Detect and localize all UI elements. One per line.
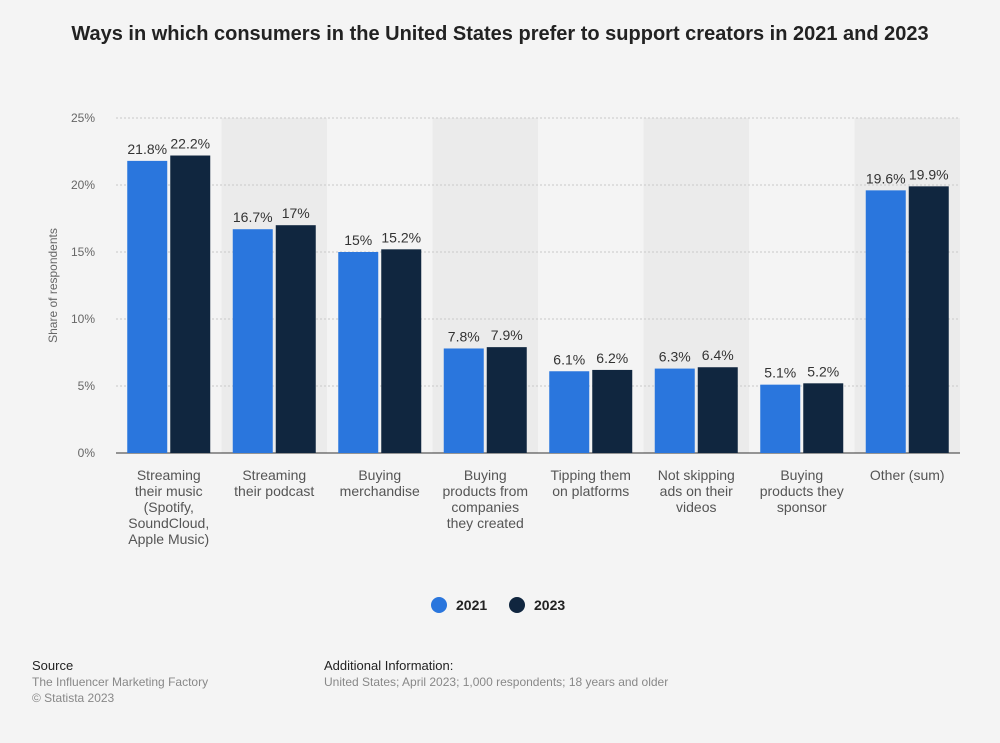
x-category-label: their podcast (234, 483, 314, 499)
source-heading: Source (32, 658, 74, 673)
x-category-label: Buying (358, 467, 401, 483)
bar-2021 (549, 371, 590, 453)
x-category-label: SoundCloud, (128, 515, 209, 531)
footer-additional-info: Additional Information: United States; A… (324, 658, 668, 690)
x-category-label: products they (760, 483, 844, 499)
bar-2021 (760, 384, 801, 453)
bar-2023 (803, 383, 844, 453)
data-label: 6.4% (702, 347, 734, 363)
legend-label: 2023 (534, 597, 565, 613)
x-category-label: videos (676, 499, 716, 515)
bar-2021 (865, 190, 906, 454)
bar-2023 (170, 155, 211, 453)
x-category-label: Streaming (137, 467, 201, 483)
bar-2021 (232, 229, 273, 453)
y-tick-label: 20% (71, 178, 95, 192)
x-category-label: merchandise (340, 483, 420, 499)
legend-marker-2023 (509, 597, 525, 613)
bar-2023 (486, 347, 527, 453)
bar-2021 (654, 368, 695, 453)
bar-2023 (697, 367, 738, 453)
data-label: 22.2% (170, 136, 210, 152)
data-label: 6.1% (553, 351, 585, 367)
legend-marker-2021 (431, 597, 447, 613)
x-category-label: Other (sum) (870, 467, 945, 483)
x-category-label: products from (442, 483, 528, 499)
y-tick-label: 5% (78, 379, 96, 393)
footer-source: Source The Influencer Marketing Factory … (32, 658, 208, 706)
x-category-label: ads on their (660, 483, 733, 499)
data-label: 16.7% (233, 209, 273, 225)
x-category-label: on platforms (552, 483, 629, 499)
y-tick-label: 10% (71, 312, 95, 326)
x-category-label: sponsor (777, 499, 827, 515)
data-label: 15% (344, 232, 372, 248)
data-label: 6.2% (596, 350, 628, 366)
data-label: 19.9% (909, 166, 949, 182)
chart-title: Ways in which consumers in the United St… (71, 23, 929, 45)
x-category-label: Not skipping (658, 467, 735, 483)
info-text: United States; April 2023; 1,000 respond… (324, 675, 669, 689)
bar-2023 (592, 369, 633, 453)
data-label: 17% (282, 205, 310, 221)
data-label: 6.3% (659, 349, 691, 365)
data-label: 7.8% (448, 328, 480, 344)
source-line: The Influencer Marketing Factory (32, 675, 209, 689)
x-category-label: companies (451, 499, 519, 515)
bar-2021 (338, 252, 379, 453)
bar-2023 (908, 186, 949, 453)
bar-2021 (127, 160, 168, 453)
data-label: 5.1% (764, 365, 796, 381)
y-tick-label: 15% (71, 245, 95, 259)
legend-label: 2021 (456, 597, 487, 613)
y-axis-title: Share of respondents (46, 228, 60, 343)
y-tick-label: 0% (78, 446, 96, 460)
data-label: 21.8% (127, 141, 167, 157)
x-category-label: (Spotify, (144, 499, 194, 515)
info-heading: Additional Information: (324, 658, 454, 673)
bar-2023 (275, 225, 316, 453)
y-tick-label: 25% (71, 111, 95, 125)
data-label: 19.6% (866, 170, 906, 186)
bar-2023 (381, 249, 422, 453)
data-label: 15.2% (381, 229, 421, 245)
source-line: © Statista 2023 (32, 691, 115, 705)
x-category-label: Tipping them (551, 467, 631, 483)
x-category-label: they created (447, 515, 524, 531)
x-category-label: their music (135, 483, 203, 499)
x-category-label: Apple Music) (128, 531, 209, 547)
x-category-label: Buying (780, 467, 823, 483)
x-category-label: Buying (464, 467, 507, 483)
data-label: 5.2% (807, 363, 839, 379)
data-label: 7.9% (491, 327, 523, 343)
bar-2021 (443, 348, 484, 453)
x-category-label: Streaming (242, 467, 306, 483)
